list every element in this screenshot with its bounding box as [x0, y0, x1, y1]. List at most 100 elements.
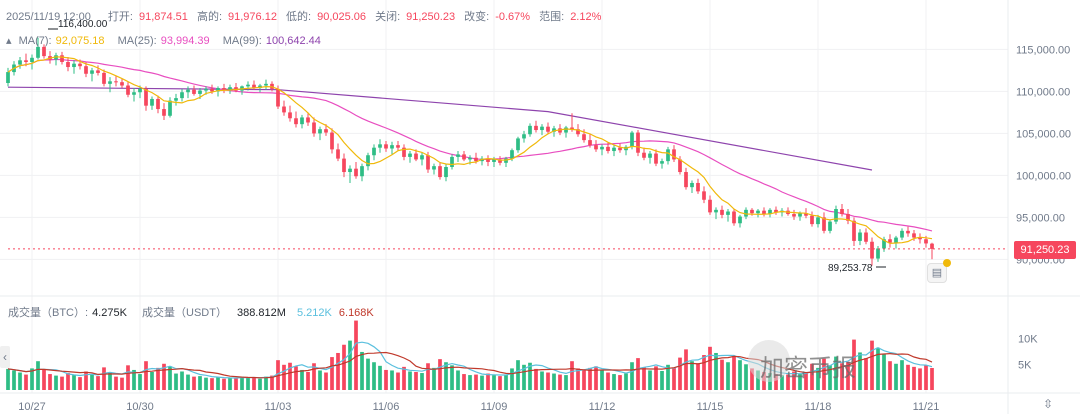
volume-bar	[306, 372, 310, 390]
volume-bar	[360, 351, 364, 390]
volume-bar	[654, 366, 658, 390]
candle-body	[222, 88, 226, 90]
candle-body	[348, 168, 352, 173]
drawing-tools-icon[interactable]: ▤	[927, 263, 947, 283]
candle-body	[750, 209, 754, 214]
volume-bar	[498, 376, 502, 390]
volume-bar	[636, 358, 640, 390]
candle-body	[156, 98, 160, 110]
x-tick-label: 11/09	[481, 401, 508, 413]
candle-body	[192, 89, 196, 94]
volume-bar	[558, 374, 562, 390]
candle-body	[714, 209, 718, 213]
candle-datetime: 2025/11/19 12:00	[6, 11, 91, 23]
candle-body	[318, 129, 322, 134]
volume-bar	[474, 374, 478, 390]
x-tick-label: 10/30	[126, 401, 154, 413]
volume-bar	[72, 375, 76, 390]
volume-bar	[888, 361, 892, 390]
candle-body	[852, 220, 856, 241]
volume-bar	[120, 377, 124, 390]
candle-body	[360, 166, 364, 177]
candle-body	[96, 70, 100, 73]
y-tick-label: 105,000.00	[1016, 128, 1071, 140]
volume-bar	[96, 376, 100, 390]
high-label: 高的:	[196, 11, 223, 23]
candle-body	[72, 63, 76, 68]
candle-body	[306, 117, 310, 123]
volume-bar	[288, 362, 292, 390]
candle-body	[456, 154, 460, 157]
volume-bar	[6, 368, 10, 390]
candle-body	[402, 147, 406, 157]
candle-body	[378, 144, 382, 148]
volume-bar	[336, 352, 340, 390]
volume-bar	[876, 347, 880, 390]
volume-bar	[180, 371, 184, 390]
ohlc-info-bar: 2025/11/19 12:00 打开: 91,874.51 高的: 91,976.…	[6, 8, 607, 24]
candle-body	[744, 209, 748, 217]
candle-body	[150, 98, 154, 106]
vol-usdt-label: 成交量（USDT）	[142, 307, 227, 319]
candle-body	[204, 88, 208, 91]
candle-body	[738, 216, 742, 224]
volume-bar	[930, 368, 934, 390]
candle-body	[90, 70, 94, 74]
volume-bar	[126, 365, 130, 390]
volume-bar	[420, 373, 424, 390]
volume-bar	[246, 377, 250, 390]
volume-bar	[696, 363, 700, 390]
watermark-logo-icon	[748, 340, 790, 382]
candle-body	[612, 147, 616, 152]
ma-toggle-icon[interactable]: ▴	[6, 35, 12, 47]
candle-body	[246, 84, 250, 87]
change-label: 改变:	[464, 11, 490, 23]
volume-bar	[216, 377, 220, 390]
fit-scale-icon[interactable]: ⇳	[1042, 397, 1054, 411]
candle-body	[846, 214, 850, 221]
candle-body	[108, 81, 112, 84]
y-tick-label: 100,000.00	[1016, 170, 1071, 182]
volume-bar	[594, 366, 598, 390]
candle-body	[450, 156, 454, 167]
vol-usdt-value: 388.812M	[236, 307, 286, 319]
candle-body	[918, 237, 922, 240]
candle-body	[132, 92, 136, 95]
range-value: 2.12%	[570, 11, 602, 23]
candle-body	[264, 83, 268, 86]
time-axis[interactable]: 10/27 10/30 11/03 11/06 11/09 11/12 11/15 11/18…	[18, 401, 939, 413]
volume-bar	[756, 370, 760, 390]
volume-bar	[738, 360, 742, 390]
candle-body	[414, 153, 418, 160]
volume-bar	[294, 366, 298, 390]
volume-bar	[744, 364, 748, 390]
alert-dot-icon[interactable]	[943, 259, 951, 267]
volume-bar	[168, 366, 172, 390]
volume-bar	[858, 352, 862, 390]
candle-body	[792, 214, 796, 217]
volume-bar	[150, 372, 154, 390]
candle-body	[210, 88, 214, 92]
ma-legend[interactable]: ▴ MA(7): 92,075.18 MA(25): 93,994.39 MA(99…	[6, 34, 325, 47]
scroll-left-icon[interactable]: ‹	[0, 346, 10, 368]
volume-bar	[108, 372, 112, 390]
candle-body	[66, 62, 70, 68]
volume-bar	[630, 362, 634, 390]
candle-body	[804, 213, 808, 216]
candle-body	[654, 153, 658, 164]
volume-legend: 成交量（BTC）: 4.275K 成交量（USDT） 388.812M 5.212K…	[8, 304, 378, 320]
vol-btc-value: 4.275K	[92, 307, 127, 319]
volume-bar	[912, 366, 916, 390]
volume-bar	[492, 375, 496, 390]
candle-body	[618, 147, 622, 151]
candle-body	[354, 168, 358, 177]
volume-bar	[210, 378, 214, 390]
volume-bar	[534, 368, 538, 390]
volume-bar	[624, 373, 628, 390]
ma7-label: MA(7):	[18, 35, 52, 47]
volume-bar	[438, 359, 442, 390]
volume-bar	[666, 364, 670, 390]
candle-body	[18, 60, 22, 65]
x-tick-label: 11/03	[265, 401, 292, 413]
